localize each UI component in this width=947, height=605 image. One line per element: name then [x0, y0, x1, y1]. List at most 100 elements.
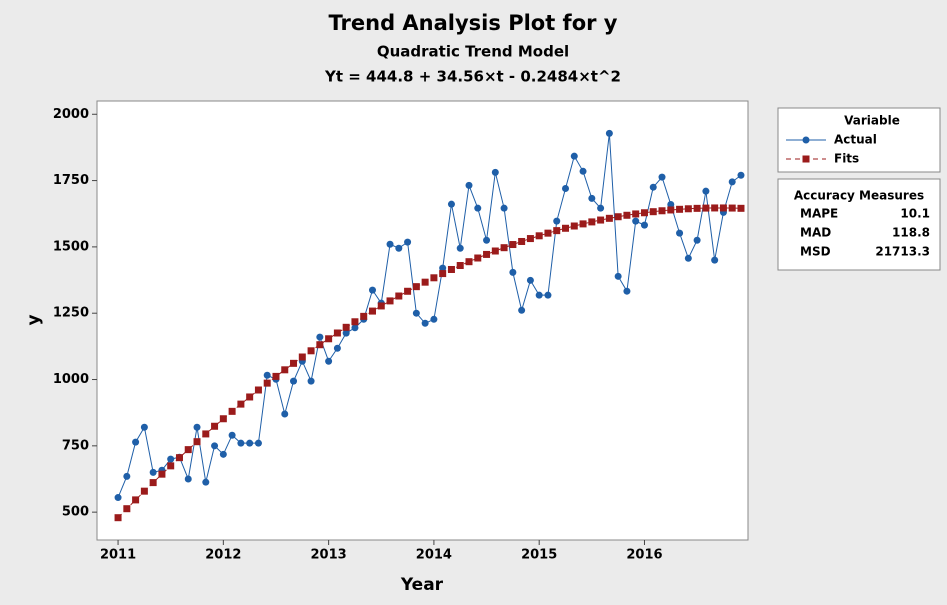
x-tick-label: 2011 [100, 548, 136, 563]
legend-swatch [802, 136, 810, 144]
data-point [711, 256, 719, 264]
data-point [632, 210, 640, 218]
data-point [684, 254, 692, 262]
data-point [263, 379, 271, 387]
data-point [377, 302, 385, 310]
data-point [605, 129, 613, 137]
data-point [570, 222, 578, 230]
data-point [149, 479, 157, 487]
data-point [544, 291, 552, 299]
data-point [132, 438, 140, 446]
data-point [123, 505, 131, 513]
data-point [509, 241, 517, 249]
data-point [351, 324, 359, 332]
data-point [211, 442, 219, 450]
accuracy-name: MAD [800, 226, 831, 240]
data-point [316, 333, 324, 341]
data-point [368, 307, 376, 315]
data-point [202, 430, 210, 438]
data-point [447, 200, 455, 208]
accuracy-box [777, 178, 941, 271]
data-point [149, 468, 157, 476]
data-point [518, 237, 526, 245]
accuracy-title: Accuracy Measures [794, 189, 924, 203]
accuracy-value: 118.8 [892, 226, 930, 240]
legend-title: Variable [844, 114, 900, 128]
data-point [325, 335, 333, 343]
data-point [526, 276, 534, 284]
data-point [412, 309, 420, 317]
data-point [228, 431, 236, 439]
data-point [360, 312, 368, 320]
data-point [202, 478, 210, 486]
data-point [649, 208, 657, 216]
data-point [386, 240, 394, 248]
x-tick-label: 2015 [521, 548, 557, 563]
data-point [439, 270, 447, 278]
data-point [623, 211, 631, 219]
y-tick-label: 500 [62, 505, 89, 520]
data-point [667, 206, 675, 214]
data-point [632, 217, 640, 225]
data-point [123, 472, 131, 480]
data-point [395, 244, 403, 252]
data-point [649, 183, 657, 191]
data-point [535, 232, 543, 240]
data-point [711, 204, 719, 212]
data-point [474, 254, 482, 262]
data-point [158, 470, 166, 478]
data-point [421, 319, 429, 327]
data-point [430, 315, 438, 323]
data-point [719, 204, 727, 212]
chart-title: Trend Analysis Plot for y [329, 11, 618, 35]
data-point [219, 415, 227, 423]
data-point [307, 347, 315, 355]
data-point [702, 187, 710, 195]
y-tick-label: 1500 [53, 239, 89, 254]
data-point [693, 236, 701, 244]
data-point [333, 329, 341, 337]
data-point [728, 204, 736, 212]
data-point [676, 205, 684, 213]
data-point [237, 439, 245, 447]
data-point [535, 291, 543, 299]
data-point [737, 204, 745, 212]
data-point [342, 329, 350, 337]
data-point [500, 244, 508, 252]
data-point [307, 377, 315, 385]
data-point [518, 306, 526, 314]
data-point [272, 372, 280, 380]
accuracy-name: MSD [800, 245, 831, 259]
data-point [500, 204, 508, 212]
data-point [325, 357, 333, 365]
data-point [658, 173, 666, 181]
data-point [421, 278, 429, 286]
data-point [184, 475, 192, 483]
data-point [579, 220, 587, 228]
data-point [167, 455, 175, 463]
data-point [316, 341, 324, 349]
data-point [386, 297, 394, 305]
data-point [404, 238, 412, 246]
data-point [579, 167, 587, 175]
data-point [614, 272, 622, 280]
data-point [193, 438, 201, 446]
data-point [509, 268, 517, 276]
legend-label: Actual [834, 133, 877, 147]
y-tick-label: 1250 [53, 306, 89, 321]
data-point [491, 168, 499, 176]
data-point [298, 353, 306, 361]
data-point [474, 204, 482, 212]
data-point [702, 204, 710, 212]
x-axis-label: Year [400, 575, 444, 595]
data-point [395, 292, 403, 300]
data-point [254, 386, 262, 394]
data-point [211, 422, 219, 430]
data-point [447, 265, 455, 273]
data-point [465, 258, 473, 266]
y-tick-label: 1750 [53, 173, 89, 188]
data-point [570, 152, 578, 160]
y-tick-label: 1000 [53, 372, 89, 387]
y-axis-label: y [24, 314, 44, 325]
